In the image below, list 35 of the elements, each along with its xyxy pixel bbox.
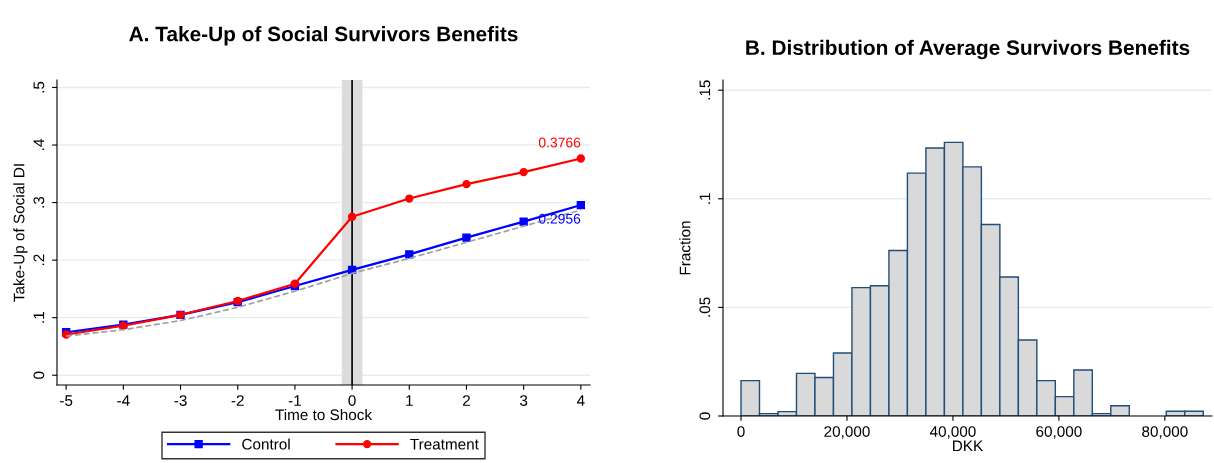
y-tick-label: .4 <box>33 139 45 150</box>
x-tick-label: 1 <box>406 395 413 406</box>
x-tick-label: -5 <box>60 395 73 406</box>
x-axis-title: Time to Shock <box>275 408 373 421</box>
x-tick-label: 60,000 <box>1036 426 1082 439</box>
y-axis-title: Take-Up of Social DI <box>13 164 28 302</box>
y-tick-label: .2 <box>33 254 45 266</box>
x-tick-label: 0 <box>348 395 356 406</box>
x-tick-label: 3 <box>520 395 528 406</box>
x-axis-title: DKK <box>953 440 984 452</box>
y-tick-label: 0 <box>33 371 45 379</box>
y-tick-label: .5 <box>33 81 45 93</box>
chart-title: B. Distribution of Average Survivors Benefits <box>746 39 1190 60</box>
x-tick-label: 0 <box>737 426 745 437</box>
x-tick-label: 4 <box>576 395 585 406</box>
x-tick-label: -4 <box>117 395 130 406</box>
x-tick-label: 2 <box>462 395 470 406</box>
y-tick-label: .15 <box>699 80 711 100</box>
x-tick-label: 20,000 <box>824 426 870 439</box>
annotation: 0.3766 <box>538 137 581 148</box>
y-tick-label: .05 <box>699 297 711 317</box>
x-tick-label: -1 <box>288 395 301 406</box>
x-tick-label: 80,000 <box>1142 426 1188 439</box>
legend-label: Treatment <box>410 438 479 450</box>
chart-title: A. Take-Up of Social Survivors Benefits <box>129 26 518 46</box>
y-tick-label: .1 <box>33 312 45 323</box>
y-axis-title: Fraction <box>679 221 691 275</box>
y-tick-label: .1 <box>699 193 711 204</box>
annotation: 0.2956 <box>538 213 581 224</box>
legend-label: Control <box>242 438 290 450</box>
y-tick-label: .3 <box>33 196 45 208</box>
x-tick-label: -2 <box>231 395 244 406</box>
x-tick-label: 40,000 <box>929 426 976 439</box>
x-tick-label: -3 <box>174 395 187 406</box>
y-tick-label: 0 <box>699 412 711 420</box>
